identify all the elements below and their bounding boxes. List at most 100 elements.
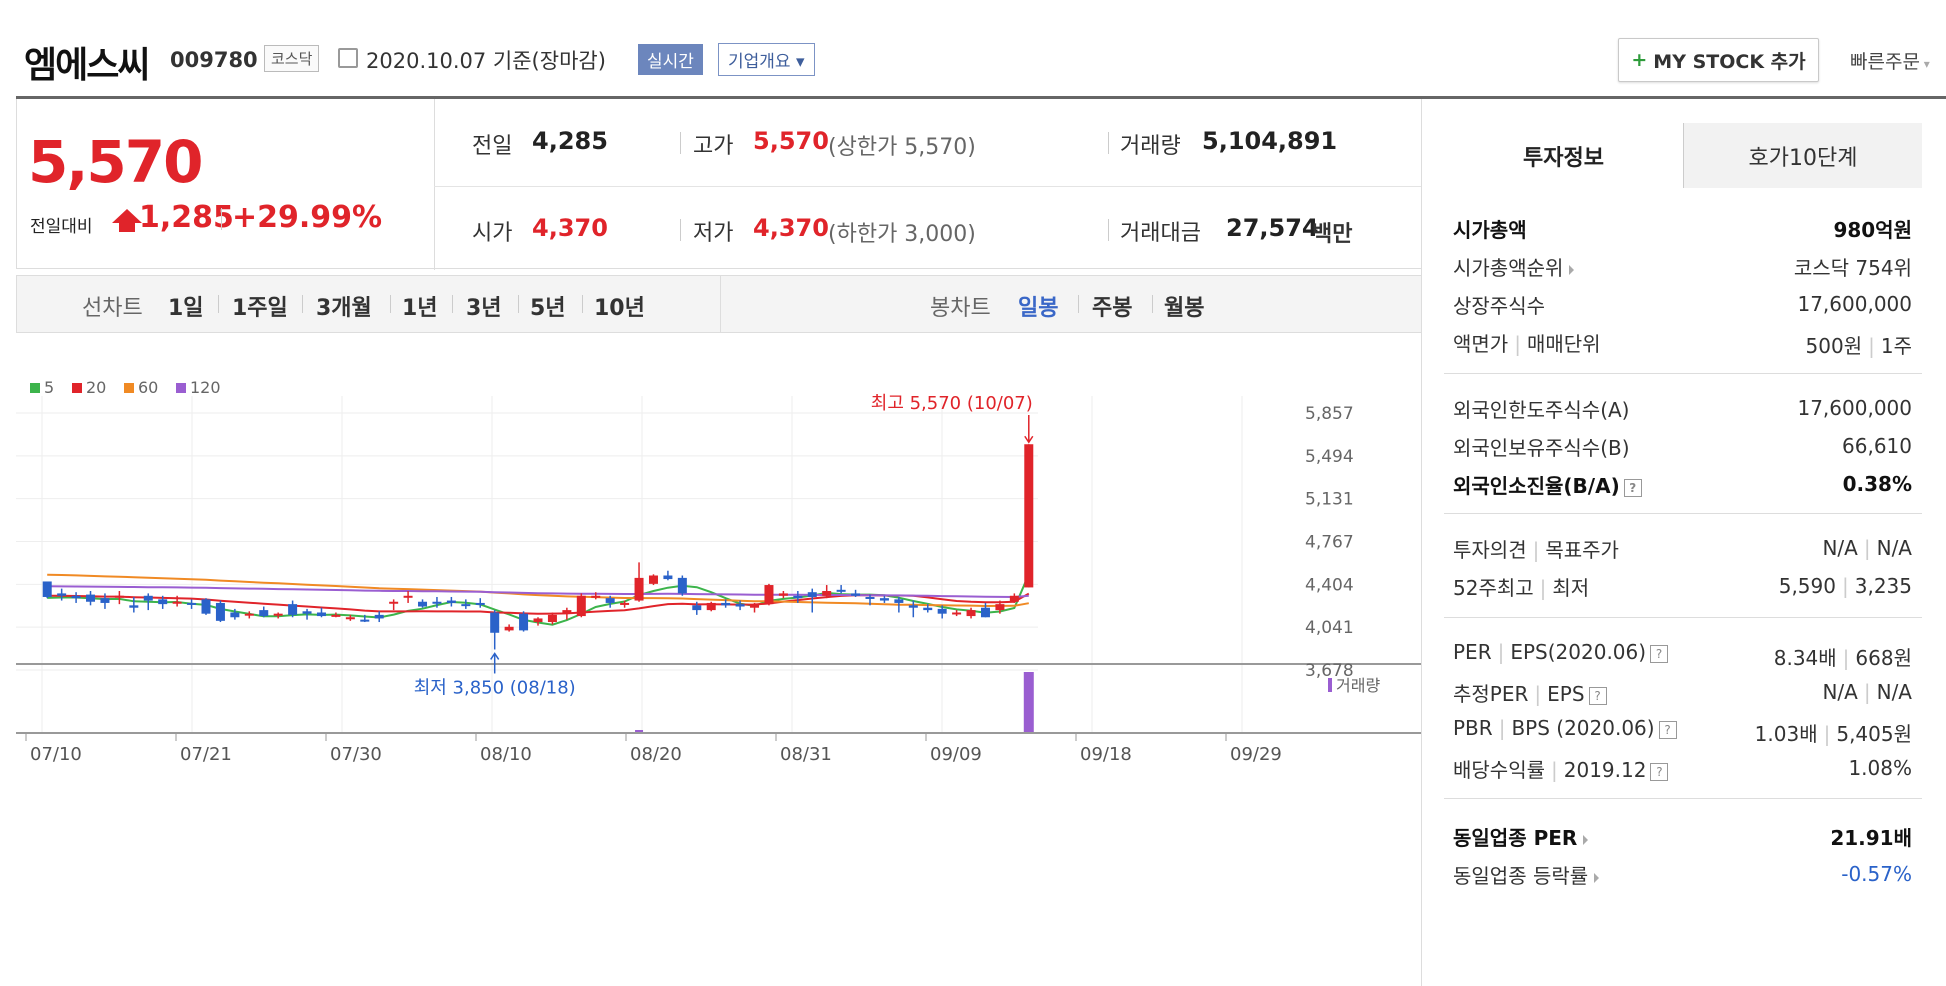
- candle-body: [432, 601, 442, 604]
- period-monthly[interactable]: 월봉: [1164, 296, 1205, 321]
- separator: [1108, 132, 1109, 154]
- divider: [1421, 99, 1422, 986]
- candle-body: [677, 577, 687, 594]
- y-tick-label: 5,494: [1305, 447, 1354, 467]
- line-chart-label: 선차트: [82, 296, 143, 321]
- pbr-value: 1.03배 | 5,405원: [1754, 722, 1912, 746]
- opinion-label: 투자의견 | 목표주가: [1453, 538, 1619, 562]
- candle-body: [764, 585, 774, 605]
- par-value: 500원: [1805, 334, 1863, 358]
- sector-per-label[interactable]: 동일업종 PER: [1453, 822, 1589, 851]
- period-3y[interactable]: 3년: [466, 296, 502, 321]
- candle-body: [475, 602, 485, 605]
- y-tick-label: 4,404: [1305, 575, 1354, 595]
- period-daily[interactable]: 일봉: [1018, 296, 1059, 321]
- help-icon[interactable]: ?: [1588, 686, 1607, 705]
- calendar-icon: [338, 48, 358, 68]
- tab-order-book[interactable]: 호가10단계: [1684, 123, 1922, 188]
- foreign-limit-label: 외국인한도주식수(A): [1453, 398, 1630, 422]
- candle-body: [735, 604, 745, 607]
- dividend-value: 1.08%: [1848, 756, 1912, 780]
- target-val: N/A: [1876, 536, 1912, 560]
- candle-body: [923, 607, 933, 611]
- add-mystock-button[interactable]: + MY STOCK 추가: [1618, 38, 1819, 82]
- annotations: 최고 5,570 (10/07) 최저 3,850 (08/18): [414, 393, 1034, 698]
- candle-body: [793, 595, 803, 599]
- est-per-label: 추정PER | EPS?: [1453, 678, 1607, 707]
- y-tick-label: 4,041: [1305, 618, 1354, 638]
- candle-body: [187, 602, 197, 605]
- separator: [390, 295, 391, 313]
- ma-line-60: [47, 573, 1029, 608]
- market-cap-rank-text: 시가총액순위: [1453, 256, 1564, 280]
- divider: [434, 99, 435, 270]
- upper-limit: (상한가 5,570): [828, 135, 976, 160]
- candlestick-chart[interactable]: 5 20 60 120 5,857 5,494 5,131 4,767 4,404 4,041 3…: [16, 370, 1421, 986]
- candle-body: [1024, 444, 1034, 588]
- candle-body: [980, 607, 990, 618]
- stock-name: 엠에스씨: [24, 45, 150, 86]
- market-cap-rank-label[interactable]: 시가총액순위: [1453, 252, 1575, 281]
- candle-body: [1009, 595, 1019, 602]
- stock-code: 009780: [170, 48, 258, 72]
- caret-right-icon: [1594, 872, 1600, 883]
- candle-body: [288, 604, 298, 615]
- caret-right-icon: [1569, 264, 1575, 275]
- candles: [42, 444, 1034, 650]
- help-icon[interactable]: ?: [1658, 720, 1677, 739]
- change-value: 1,285: [139, 200, 234, 235]
- candle-body: [851, 593, 861, 596]
- quick-order-dropdown[interactable]: 빠른주문 ▾: [1850, 47, 1930, 74]
- x-tick-label: 07/30: [330, 744, 382, 765]
- company-overview-dropdown[interactable]: 기업개요 ▾: [718, 43, 815, 76]
- est-per-text: 추정PER: [1453, 682, 1529, 706]
- market-badge: 코스닥: [264, 45, 320, 72]
- period-5y[interactable]: 5년: [530, 296, 566, 321]
- separator: [1078, 295, 1079, 313]
- separator: [452, 295, 453, 313]
- foreign-limit-value: 17,600,000: [1797, 396, 1912, 420]
- amount-unit: 백만: [1312, 222, 1353, 247]
- candle-body: [822, 591, 832, 596]
- divider: [1444, 617, 1922, 618]
- y-tick-label: 3,678: [1305, 661, 1354, 681]
- separator: [680, 219, 681, 241]
- candle-body: [331, 614, 341, 617]
- x-tick-label: 08/20: [630, 744, 682, 765]
- 52w-high-val: 5,590: [1778, 574, 1836, 598]
- divider: [1444, 513, 1922, 514]
- unit-label: 매매단위: [1526, 332, 1601, 356]
- divider: [1444, 798, 1922, 799]
- volume-bar: [635, 730, 644, 732]
- per-value: 8.34배 | 668원: [1773, 646, 1912, 670]
- period-weekly[interactable]: 주봉: [1092, 296, 1133, 321]
- realtime-button[interactable]: 실시간: [638, 44, 703, 75]
- candle-body: [547, 614, 557, 623]
- divider: [720, 275, 721, 333]
- x-axis: 07/10 07/21 07/30 08/10 08/20 08/31 09/09 09/18…: [25, 733, 1282, 765]
- help-icon[interactable]: ?: [1650, 762, 1669, 781]
- candle-body: [57, 593, 67, 596]
- sector-change-label[interactable]: 동일업종 등락률: [1453, 860, 1600, 889]
- candle-body: [42, 581, 52, 597]
- prev-close-value: 4,285: [532, 127, 608, 155]
- tab-invest-info[interactable]: 투자정보: [1444, 123, 1684, 188]
- period-3m[interactable]: 3개월: [316, 296, 372, 321]
- base-date: 2020.10.07 기준(장마감): [366, 49, 606, 73]
- amount-value: 27,574: [1226, 214, 1319, 242]
- dividend-text: 배당수익률: [1453, 758, 1545, 782]
- target-text: 목표주가: [1545, 538, 1619, 562]
- 52w-label: 52주최고 | 최저: [1453, 576, 1590, 600]
- candle-body: [952, 612, 962, 615]
- prev-close-label: 전일: [472, 134, 513, 159]
- period-1w[interactable]: 1주일: [232, 296, 288, 321]
- per-val: 8.34배: [1773, 646, 1837, 670]
- help-icon[interactable]: ?: [1623, 478, 1642, 497]
- period-10y[interactable]: 10년: [594, 296, 645, 321]
- period-1d[interactable]: 1일: [168, 296, 204, 321]
- period-1y[interactable]: 1년: [402, 296, 438, 321]
- foreign-hold-label: 외국인보유주식수(B): [1453, 436, 1630, 460]
- sector-change-text: 동일업종 등락률: [1453, 864, 1589, 888]
- candle-body: [129, 605, 139, 608]
- help-icon[interactable]: ?: [1650, 644, 1669, 663]
